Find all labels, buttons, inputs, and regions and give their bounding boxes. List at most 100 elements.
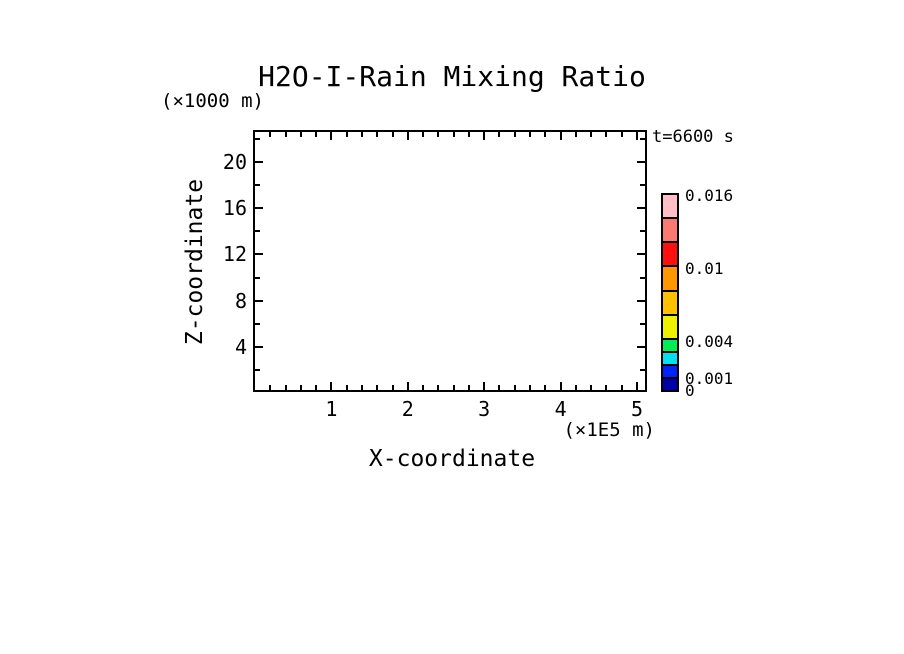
colorbar (661, 193, 679, 392)
y-axis-major-tick (637, 161, 645, 163)
x-axis-minor-tick (513, 132, 516, 137)
x-axis-minor-tick (422, 132, 425, 137)
x-axis-minor-tick (574, 385, 577, 390)
x-axis-minor-tick (437, 132, 440, 137)
x-axis-minor-tick (544, 385, 547, 390)
x-axis-minor-tick (284, 132, 287, 137)
x-axis-minor-tick (360, 132, 363, 137)
y-axis-minor-tick (255, 276, 260, 279)
colorbar-segment (663, 352, 677, 366)
x-axis-major-tick (559, 382, 562, 390)
y-axis-major-tick (637, 299, 645, 302)
y-axis-major-tick (255, 253, 263, 256)
x-axis-minor-tick (269, 132, 272, 137)
x-axis-major-tick (330, 132, 333, 140)
x-tick-label: 3 (478, 397, 491, 421)
y-axis-minor-tick (255, 369, 260, 372)
x-axis-minor-tick (376, 132, 379, 137)
y-axis-minor-tick (640, 137, 645, 140)
x-axis-minor-tick (376, 385, 379, 390)
x-axis-minor-tick (529, 132, 532, 137)
y-axis-minor-tick (255, 184, 260, 187)
x-axis-major-tick (406, 382, 409, 390)
x-axis-minor-tick (299, 385, 302, 390)
x-axis-major-tick (483, 132, 486, 140)
x-axis-minor-tick (422, 385, 425, 390)
x-axis-minor-tick (315, 132, 318, 137)
y-axis-major-tick (637, 253, 645, 256)
chart-title: H2O-I-Rain Mixing Ratio (258, 60, 646, 93)
y-axis-minor-tick (640, 276, 645, 279)
x-axis-minor-tick (467, 385, 470, 390)
x-axis-minor-tick (467, 132, 470, 137)
colorbar-segment (663, 291, 677, 316)
colorbar-segment (663, 195, 677, 220)
y-tick-label: 4 (234, 334, 247, 359)
colorbar-segment (663, 339, 677, 353)
plot-area (253, 130, 647, 392)
x-axis-minor-tick (498, 132, 501, 137)
y-axis-minor-tick (255, 137, 260, 140)
colorbar-tick-label: 0 (685, 381, 695, 400)
x-axis-minor-tick (605, 132, 608, 137)
x-axis-minor-tick (590, 385, 593, 390)
x-axis-minor-tick (269, 385, 272, 390)
x-axis-minor-tick (437, 385, 440, 390)
time-annotation: t=6600 s (652, 127, 734, 147)
y-axis-major-tick (637, 207, 645, 210)
y-axis-minor-tick (255, 322, 260, 325)
x-axis-major-tick (636, 132, 638, 140)
x-axis-minor-tick (574, 132, 577, 137)
y-axis-minor-tick (640, 184, 645, 187)
x-axis-minor-tick (544, 132, 547, 137)
x-axis-major-tick (483, 382, 486, 390)
colorbar-tick-label: 0.01 (685, 259, 724, 279)
colorbar-tick-label: 0.016 (685, 186, 734, 205)
y-tick-label: 8 (234, 288, 247, 313)
x-axis-minor-tick (620, 385, 623, 390)
x-axis-major-tick (636, 382, 638, 390)
x-axis-minor-tick (391, 385, 394, 390)
x-tick-label: 4 (554, 397, 567, 421)
y-axis-minor-tick (640, 230, 645, 233)
y-axis-major-tick (255, 345, 263, 348)
y-axis-minor-tick (640, 322, 645, 325)
y-axis-major-tick (255, 207, 263, 210)
x-axis-minor-tick (498, 385, 501, 390)
x-axis-minor-tick (529, 385, 532, 390)
x-tick-label: 5 (630, 397, 644, 421)
x-axis-minor-tick (590, 132, 593, 137)
x-axis-minor-tick (299, 132, 302, 137)
colorbar-segment (663, 378, 677, 390)
x-axis-major-tick (559, 132, 562, 140)
x-axis-minor-tick (391, 132, 394, 137)
colorbar-tick-label: 0.004 (685, 332, 734, 352)
x-axis-minor-tick (315, 385, 318, 390)
x-axis-title: X-coordinate (368, 446, 536, 472)
y-axis-major-tick (255, 299, 263, 302)
y-axis-major-tick (637, 345, 645, 348)
colorbar-segment (663, 365, 677, 379)
y-tick-label: 12 (222, 242, 247, 267)
x-tick-label: 2 (401, 397, 414, 421)
x-axis-unit-label: (×1E5 m) (563, 419, 655, 441)
x-tick-label: 1 (325, 397, 338, 421)
colorbar-tick-label: 0.001 (685, 368, 734, 388)
y-axis-unit-label: (×1000 m) (161, 90, 264, 112)
y-axis-minor-tick (255, 230, 260, 233)
x-axis-minor-tick (360, 385, 363, 390)
y-axis-minor-tick (640, 369, 645, 372)
x-axis-minor-tick (513, 385, 516, 390)
x-axis-minor-tick (284, 385, 287, 390)
x-axis-minor-tick (620, 132, 623, 137)
colorbar-segment (663, 315, 677, 340)
x-axis-major-tick (330, 382, 333, 390)
colorbar-segment (663, 267, 677, 292)
x-axis-minor-tick (345, 132, 348, 137)
x-axis-minor-tick (345, 385, 348, 390)
x-axis-major-tick (406, 132, 409, 140)
y-tick-label: 20 (222, 150, 247, 174)
x-axis-minor-tick (452, 385, 455, 390)
colorbar-segment (663, 243, 677, 268)
